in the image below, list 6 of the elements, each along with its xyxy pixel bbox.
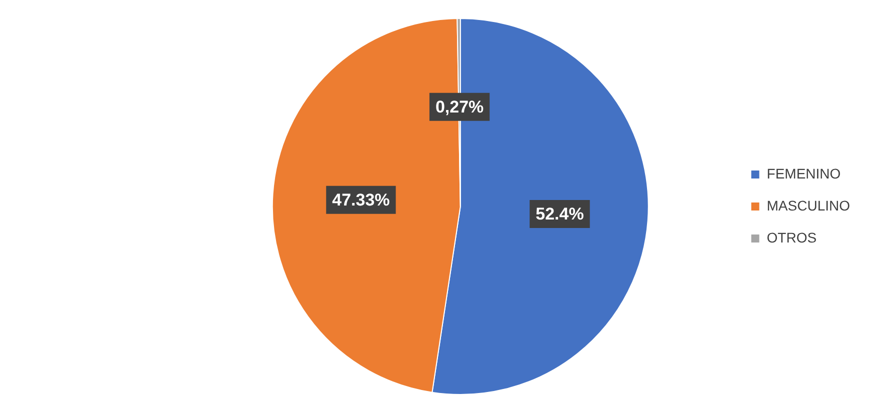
data-label: 52.4%	[536, 204, 584, 224]
legend-label: MASCULINO	[766, 197, 850, 214]
legend-label: OTROS	[766, 229, 817, 246]
legend-label: FEMENINO	[766, 165, 841, 182]
data-label: 47.33%	[332, 190, 390, 210]
data-label: 0,27%	[435, 98, 484, 117]
